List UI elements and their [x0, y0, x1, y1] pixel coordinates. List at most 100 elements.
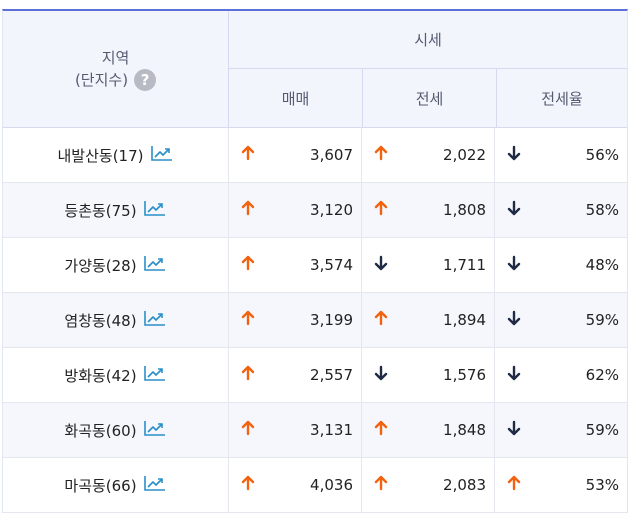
- ratio-value: 58%: [585, 201, 619, 219]
- table-row: 등촌동(75) 3,120 1,808 58%: [3, 183, 627, 238]
- trend-chart-icon[interactable]: [143, 199, 167, 221]
- arrow-up-icon: [374, 420, 388, 440]
- ratio-cell: 59%: [495, 403, 627, 457]
- table-body: 내발산동(17) 3,607 2,022 56% 등촌동(75) 3,120 1,808 58…: [3, 128, 627, 513]
- region-cell: 마곡동(66): [3, 458, 229, 512]
- table-header: 지역 (단지수) ? 시세 매매 전세 전세율: [3, 11, 627, 128]
- arrow-up-icon: [241, 475, 255, 495]
- jeonse-cell: 1,711: [362, 238, 495, 292]
- arrow-up-icon: [374, 310, 388, 330]
- region-cell: 염창동(48): [3, 293, 229, 347]
- sale-value: 2,557: [310, 366, 353, 384]
- arrow-down-icon: [507, 310, 521, 330]
- arrow-down-icon: [374, 365, 388, 385]
- arrow-up-icon: [241, 310, 255, 330]
- table-row: 내발산동(17) 3,607 2,022 56%: [3, 128, 627, 183]
- ratio-value: 62%: [585, 366, 619, 384]
- sale-value: 3,131: [310, 421, 353, 439]
- region-cell: 방화동(42): [3, 348, 229, 402]
- arrow-down-icon: [507, 145, 521, 165]
- jeonse-value: 1,711: [443, 256, 486, 274]
- sale-value: 4,036: [310, 476, 353, 494]
- arrow-down-icon: [507, 365, 521, 385]
- sale-value: 3,199: [310, 311, 353, 329]
- region-name[interactable]: 마곡동(66): [64, 476, 137, 495]
- ratio-value: 48%: [585, 256, 619, 274]
- sale-cell: 3,199: [229, 293, 362, 347]
- region-cell: 등촌동(75): [3, 183, 229, 237]
- jeonse-value: 2,083: [443, 476, 486, 494]
- arrow-down-icon: [507, 420, 521, 440]
- jeonse-value: 1,576: [443, 366, 486, 384]
- sale-cell: 3,607: [229, 128, 362, 182]
- ratio-value: 56%: [585, 146, 619, 164]
- sale-value: 3,607: [310, 146, 353, 164]
- arrow-up-icon: [241, 145, 255, 165]
- arrow-up-icon: [241, 255, 255, 275]
- ratio-value: 59%: [585, 311, 619, 329]
- ratio-cell: 62%: [495, 348, 627, 402]
- ratio-cell: 59%: [495, 293, 627, 347]
- trend-chart-icon[interactable]: [143, 309, 167, 331]
- region-label: 지역: [101, 49, 130, 67]
- jeonse-header: 전세: [363, 69, 497, 127]
- ratio-value: 53%: [585, 476, 619, 494]
- price-header: 시세: [229, 11, 627, 69]
- arrow-up-icon: [241, 365, 255, 385]
- trend-chart-icon[interactable]: [150, 144, 174, 166]
- jeonse-value: 1,848: [443, 421, 486, 439]
- sale-value: 3,120: [310, 201, 353, 219]
- table-row: 마곡동(66) 4,036 2,083 53%: [3, 458, 627, 513]
- arrow-up-icon: [241, 200, 255, 220]
- jeonse-value: 2,022: [443, 146, 486, 164]
- ratio-header: 전세율: [541, 89, 583, 108]
- ratio-cell: 53%: [495, 458, 627, 512]
- sale-header: 매매: [229, 69, 363, 127]
- sale-cell: 3,120: [229, 183, 362, 237]
- arrow-up-icon: [374, 475, 388, 495]
- table-row: 화곡동(60) 3,131 1,848 59%: [3, 403, 627, 458]
- trend-chart-icon[interactable]: [143, 254, 167, 276]
- region-name[interactable]: 등촌동(75): [64, 201, 137, 220]
- jeonse-cell: 2,022: [362, 128, 495, 182]
- region-sub-wrap: (단지수) ?: [74, 69, 157, 91]
- region-cell: 가양동(28): [3, 238, 229, 292]
- arrow-down-icon: [507, 200, 521, 220]
- jeonse-value: 1,894: [443, 311, 486, 329]
- table-row: 염창동(48) 3,199 1,894 59%: [3, 293, 627, 348]
- sale-cell: 3,131: [229, 403, 362, 457]
- region-cell: 내발산동(17): [3, 128, 229, 182]
- trend-chart-icon[interactable]: [143, 364, 167, 386]
- trend-chart-icon[interactable]: [143, 419, 167, 441]
- region-header: 지역 (단지수) ?: [3, 11, 229, 127]
- jeonse-cell: 1,808: [362, 183, 495, 237]
- sale-cell: 2,557: [229, 348, 362, 402]
- sale-cell: 4,036: [229, 458, 362, 512]
- help-icon[interactable]: ?: [134, 69, 157, 91]
- arrow-up-icon: [374, 145, 388, 165]
- ratio-cell: 56%: [495, 128, 627, 182]
- trend-chart-icon[interactable]: [143, 474, 167, 496]
- ratio-cell: 48%: [495, 238, 627, 292]
- jeonse-cell: 2,083: [362, 458, 495, 512]
- arrow-up-icon: [241, 420, 255, 440]
- price-table: 지역 (단지수) ? 시세 매매 전세 전세율 내발산동(17) 3,607 2,0…: [2, 9, 628, 513]
- sale-cell: 3,574: [229, 238, 362, 292]
- arrow-up-icon: [374, 200, 388, 220]
- jeonse-cell: 1,894: [362, 293, 495, 347]
- ratio-value: 59%: [585, 421, 619, 439]
- region-name[interactable]: 방화동(42): [64, 366, 137, 385]
- arrow-down-icon: [374, 255, 388, 275]
- region-name[interactable]: 가양동(28): [64, 256, 137, 275]
- price-subheader: 매매 전세 전세율: [229, 69, 627, 127]
- region-name[interactable]: 염창동(48): [64, 311, 137, 330]
- region-name[interactable]: 화곡동(60): [64, 421, 137, 440]
- arrow-up-icon: [507, 475, 521, 495]
- jeonse-cell: 1,576: [362, 348, 495, 402]
- jeonse-cell: 1,848: [362, 403, 495, 457]
- ratio-cell: 58%: [495, 183, 627, 237]
- region-name[interactable]: 내발산동(17): [57, 146, 144, 165]
- region-sub-label: (단지수): [74, 71, 129, 89]
- region-cell: 화곡동(60): [3, 403, 229, 457]
- arrow-down-icon: [507, 255, 521, 275]
